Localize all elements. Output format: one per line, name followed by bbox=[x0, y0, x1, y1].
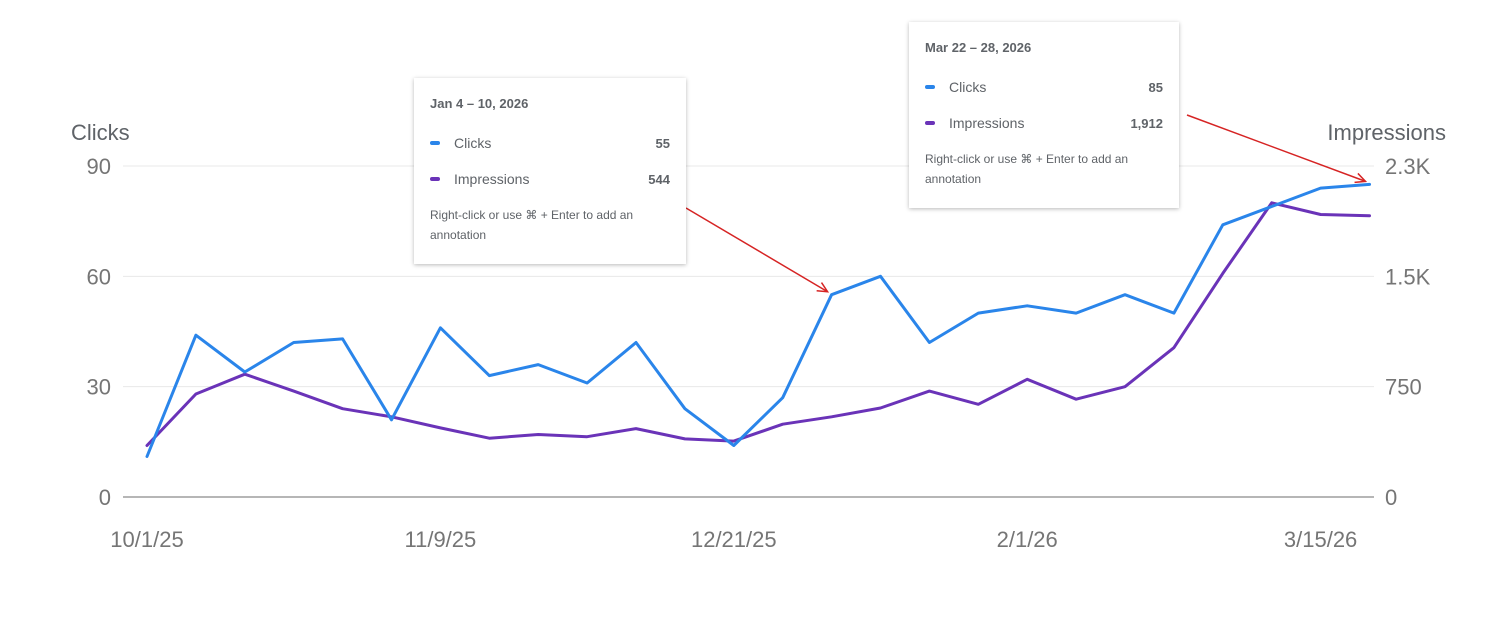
impressions-legend-icon bbox=[430, 177, 440, 181]
tooltip-series-value: 85 bbox=[1148, 79, 1163, 95]
y-left-tick-label: 60 bbox=[87, 264, 111, 289]
tooltip-row-clicks: Clicks 55 bbox=[430, 125, 670, 161]
tooltip-date: Jan 4 – 10, 2026 bbox=[430, 96, 529, 111]
x-tick-label: 11/9/25 bbox=[405, 527, 477, 552]
tooltip-row-clicks: Clicks 85 bbox=[925, 69, 1163, 105]
series-line-impressions[interactable] bbox=[145, 201, 1371, 447]
tooltip-hint: Right-click or use ⌘ + Enter to add an a… bbox=[925, 152, 1129, 186]
tooltip-series-name: Clicks bbox=[949, 79, 987, 95]
tooltip-row-impressions: Impressions 1,912 bbox=[925, 105, 1163, 141]
annotation-arrow bbox=[685, 207, 828, 293]
arrow-head bbox=[1354, 172, 1368, 184]
x-tick-label: 10/1/25 bbox=[110, 527, 183, 552]
y-left-tick-label: 90 bbox=[87, 154, 111, 179]
clicks-legend-icon bbox=[430, 141, 440, 145]
tooltip-date: Mar 22 – 28, 2026 bbox=[925, 40, 1032, 55]
annotation-arrow bbox=[1186, 114, 1366, 183]
impressions-legend-icon bbox=[925, 121, 935, 125]
series-line-clicks[interactable] bbox=[145, 182, 1371, 458]
y-right-tick-label: 750 bbox=[1385, 375, 1422, 400]
y-left-tick-label: 30 bbox=[87, 375, 111, 400]
x-tick-label: 3/15/26 bbox=[1284, 527, 1357, 552]
y-right-tick-label: 1.5K bbox=[1385, 264, 1431, 289]
tooltip-hint: Right-click or use ⌘ + Enter to add an a… bbox=[430, 208, 634, 242]
y-axis-left-title: Clicks bbox=[71, 120, 130, 145]
tooltip-mar: Mar 22 – 28, 2026 Clicks 85 Impressions … bbox=[909, 22, 1179, 208]
annotation-arrows bbox=[685, 114, 1368, 293]
x-tick-label: 12/21/25 bbox=[691, 527, 777, 552]
tooltip-jan: Jan 4 – 10, 2026 Clicks 55 Impressions 5… bbox=[414, 78, 686, 264]
series-lines[interactable] bbox=[145, 182, 1371, 458]
y-axis-right-ticks: 0 750 1.5K 2.3K bbox=[1385, 154, 1431, 510]
tooltip-series-value: 1,912 bbox=[1130, 115, 1163, 131]
tooltip-series-value: 55 bbox=[655, 135, 670, 151]
y-axis-left-ticks: 0 30 60 90 bbox=[87, 154, 111, 510]
x-axis-ticks: 10/1/25 11/9/25 12/21/25 2/1/26 3/15/26 bbox=[110, 527, 1357, 552]
tooltip-series-value: 544 bbox=[648, 171, 670, 187]
y-right-tick-label: 2.3K bbox=[1385, 154, 1431, 179]
tooltip-series-name: Impressions bbox=[949, 115, 1025, 131]
tooltip-series-name: Impressions bbox=[454, 171, 530, 187]
x-tick-label: 2/1/26 bbox=[997, 527, 1058, 552]
y-right-tick-label: 0 bbox=[1385, 485, 1397, 510]
y-axis-right-title: Impressions bbox=[1327, 120, 1446, 145]
arrow-head bbox=[816, 282, 830, 293]
tooltip-series-name: Clicks bbox=[454, 135, 492, 151]
clicks-legend-icon bbox=[925, 85, 935, 89]
y-left-tick-label: 0 bbox=[99, 485, 111, 510]
tooltip-row-impressions: Impressions 544 bbox=[430, 161, 670, 197]
